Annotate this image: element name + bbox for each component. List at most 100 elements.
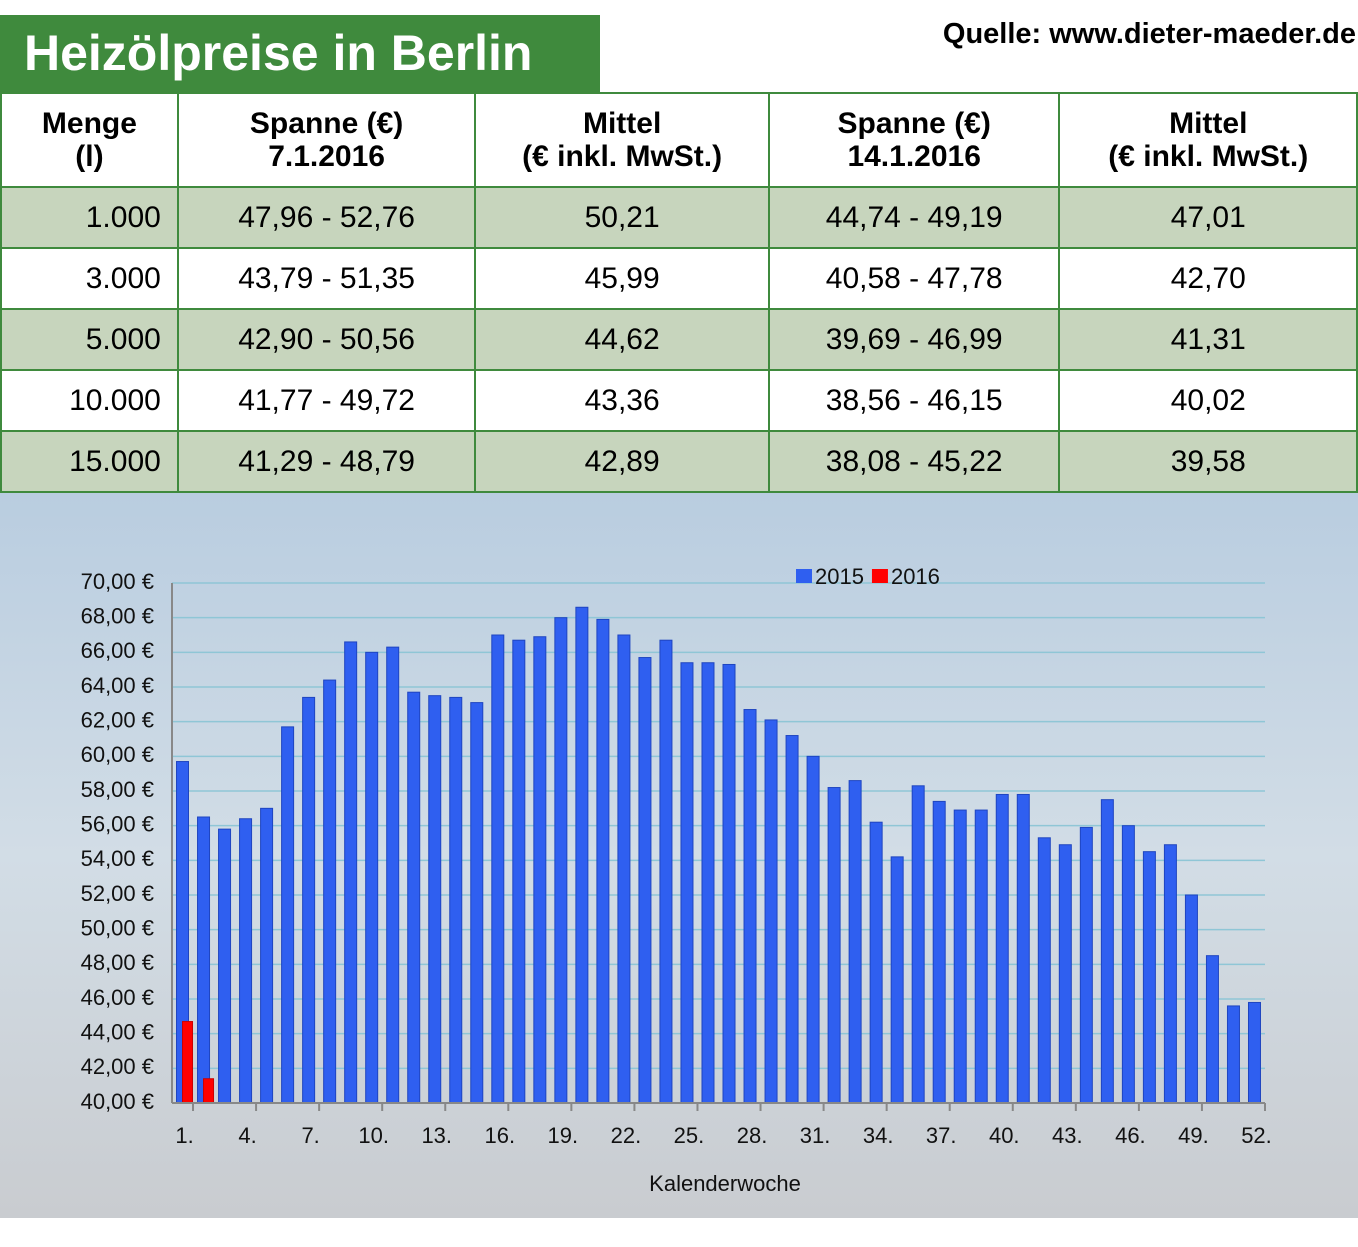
table-row: 10.000 41,77 - 49,72 43,36 38,56 - 46,15 40,… xyxy=(0,369,1358,432)
bar xyxy=(1184,894,1198,1104)
y-tick-label: 40,00 € xyxy=(81,1089,154,1114)
y-tick-label: 70,00 € xyxy=(81,569,154,594)
bar xyxy=(1226,1005,1240,1104)
price-table: Menge (l) Spanne (€) 7.1.2016 Mittel (€ inkl.… xyxy=(0,92,1358,493)
bar xyxy=(407,691,421,1104)
x-axis-label: Kalenderwoche xyxy=(649,1171,801,1196)
bar xyxy=(596,618,610,1104)
table-cell: 38,56 - 46,15 xyxy=(767,369,1061,432)
x-tick-label: 28. xyxy=(737,1123,768,1148)
column-header: Mittel (€ inkl. MwSt.) xyxy=(1058,92,1358,188)
legend-swatch xyxy=(871,569,888,583)
bar xyxy=(806,755,820,1104)
x-tick-label: 40. xyxy=(989,1123,1020,1148)
x-tick-label: 37. xyxy=(926,1123,957,1148)
bar xyxy=(1058,844,1072,1104)
y-tick-label: 48,00 € xyxy=(81,950,154,975)
bar xyxy=(869,821,883,1104)
header-row: Menge (l) Spanne (€) 7.1.2016 Mittel (€ inkl.… xyxy=(0,92,1358,188)
table-cell: 41,77 - 49,72 xyxy=(176,369,477,432)
bar xyxy=(428,695,442,1104)
bar xyxy=(701,662,715,1104)
table-cell: 3.000 xyxy=(0,247,179,310)
bar xyxy=(323,679,337,1104)
bar xyxy=(995,793,1009,1104)
table-cell: 50,21 xyxy=(474,186,770,249)
bar xyxy=(743,709,757,1104)
header-line: Menge xyxy=(41,107,137,140)
bar xyxy=(932,800,946,1104)
bar xyxy=(1121,825,1135,1104)
bar xyxy=(722,663,736,1104)
bar xyxy=(1079,826,1093,1104)
bar xyxy=(470,702,484,1104)
table-cell: 40,58 - 47,78 xyxy=(767,247,1061,310)
header-line: Spanne (€) xyxy=(837,107,991,140)
bar xyxy=(974,809,988,1104)
x-tick-label: 1. xyxy=(175,1123,193,1148)
x-tick-label: 31. xyxy=(800,1123,831,1148)
table-cell: 41,29 - 48,79 xyxy=(176,430,477,493)
bar xyxy=(1100,799,1114,1104)
x-tick-label: 49. xyxy=(1178,1123,1209,1148)
x-tick-label: 52. xyxy=(1241,1123,1272,1148)
column-header: Mittel (€ inkl. MwSt.) xyxy=(474,92,770,188)
bar xyxy=(260,807,274,1104)
bar xyxy=(281,726,295,1104)
bar xyxy=(491,634,505,1104)
bar xyxy=(182,1021,194,1104)
source: Quelle: www.dieter-maeder.de xyxy=(942,18,1356,50)
bar xyxy=(203,1078,215,1104)
table-cell: 5.000 xyxy=(0,308,179,371)
bar xyxy=(575,606,589,1104)
bar xyxy=(785,735,799,1104)
bar xyxy=(1163,844,1177,1104)
table-row: 5.000 42,90 - 50,56 44,62 39,69 - 46,99 41,3… xyxy=(0,308,1358,371)
table-cell: 15.000 xyxy=(0,430,179,493)
table-cell: 42,70 xyxy=(1058,247,1358,310)
header-line: (€ inkl. MwSt.) xyxy=(1108,140,1309,173)
bar xyxy=(911,785,925,1104)
table-body: 1.000 47,96 - 52,76 50,21 44,74 - 49,19 47,0… xyxy=(0,186,1358,493)
table-cell: 44,62 xyxy=(474,308,770,371)
bar xyxy=(239,818,253,1104)
bar xyxy=(953,809,967,1104)
y-tick-label: 68,00 € xyxy=(81,603,154,628)
table-cell: 39,69 - 46,99 xyxy=(767,308,1061,371)
legend-swatch xyxy=(796,569,812,583)
x-tick-label: 10. xyxy=(358,1123,389,1148)
title: Heizölpreise in Berlin xyxy=(0,15,600,92)
column-header: Spanne (€) 7.1.2016 xyxy=(176,92,477,188)
bar xyxy=(1016,793,1030,1104)
x-tick-label: 22. xyxy=(611,1123,642,1148)
y-tick-label: 54,00 € xyxy=(81,846,154,871)
bar xyxy=(764,719,778,1104)
table-cell: 10.000 xyxy=(0,369,179,432)
x-tick-label: 43. xyxy=(1052,1123,1083,1148)
header-line: (€ inkl. MwSt.) xyxy=(522,140,723,173)
bar xyxy=(449,696,463,1104)
x-tick-label: 46. xyxy=(1115,1123,1146,1148)
table-cell: 41,31 xyxy=(1058,308,1358,371)
bar xyxy=(890,856,904,1104)
header-line: 14.1.2016 xyxy=(847,140,981,173)
y-tick-label: 56,00 € xyxy=(81,811,154,836)
table-cell: 44,74 - 49,19 xyxy=(767,186,1061,249)
column-header: Menge (l) xyxy=(0,92,179,188)
bar xyxy=(617,634,631,1104)
bar xyxy=(659,639,673,1104)
table-row: 15.000 41,29 - 48,79 42,89 38,08 - 45,22 39,… xyxy=(0,430,1358,493)
bar xyxy=(197,816,211,1104)
header-line: Mittel xyxy=(1169,107,1248,140)
table-cell: 42,89 xyxy=(474,430,770,493)
column-header: Spanne (€) 14.1.2016 xyxy=(767,92,1061,188)
table-cell: 45,99 xyxy=(474,247,770,310)
table-cell: 40,02 xyxy=(1058,369,1358,432)
table-cell: 43,79 - 51,35 xyxy=(176,247,477,310)
table-row: 3.000 43,79 - 51,35 45,99 40,58 - 47,78 42,7… xyxy=(0,247,1358,310)
table-cell: 38,08 - 45,22 xyxy=(767,430,1061,493)
bar xyxy=(1037,837,1051,1104)
bar xyxy=(386,646,400,1104)
x-tick-label: 34. xyxy=(863,1123,894,1148)
